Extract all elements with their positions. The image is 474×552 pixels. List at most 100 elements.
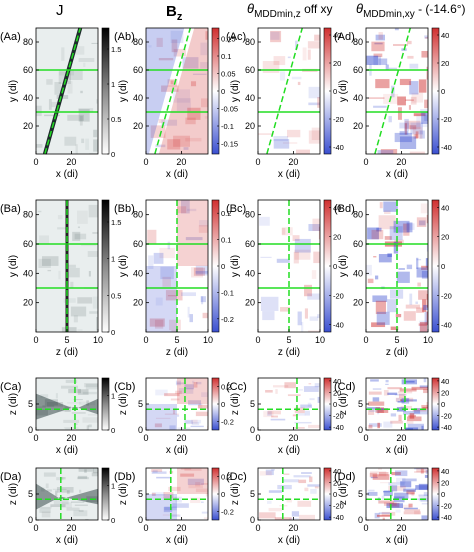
texture-patch: [296, 413, 306, 416]
texture-patch: [55, 490, 58, 497]
texture-patch: [377, 408, 389, 413]
plot-frame: [145, 27, 209, 155]
texture-patch: [268, 507, 283, 512]
texture-patch: [423, 492, 428, 496]
texture-patch: [201, 483, 208, 485]
texture-patch: [78, 401, 96, 406]
panel-Aa: (Aa) 0 20 x (di) 20 40 60 80 y (di) 1.5 1 0.5 0: [0, 27, 121, 180]
texture-patch: [399, 122, 410, 129]
plot-area: [36, 468, 98, 520]
texture-patch: [373, 53, 383, 58]
texture-patch: [60, 385, 78, 389]
texture-patch: [307, 484, 320, 487]
texture-patch: [66, 490, 70, 495]
panel-grid: (Aa) 0 20 x (di) 20 40 60 80 y (di) 1.5 1 0.5 0 (Ab) 0…: [0, 27, 452, 546]
colorbar-tick-label: 0: [441, 490, 445, 499]
texture-patch: [303, 386, 319, 392]
texture-patch: [190, 425, 204, 428]
x-tick-label: 0: [33, 335, 38, 345]
x-axis-label: x (di): [278, 445, 300, 456]
y-tick-label: 20: [245, 298, 255, 308]
texture-patch: [298, 389, 303, 391]
panel-label: (Ab): [114, 31, 135, 43]
panel-label: (Ca): [0, 381, 21, 393]
texture-patch: [61, 327, 77, 332]
texture-patch: [367, 278, 374, 284]
texture-patch: [368, 424, 373, 429]
x-tick-label: 20: [176, 157, 186, 167]
colorbar-tick-label: 40: [441, 31, 449, 40]
texture-patch: [370, 476, 378, 479]
texture-patch: [309, 476, 313, 483]
colorbar-tick-label: 0.5: [111, 291, 121, 300]
texture-patch: [418, 79, 427, 93]
texture-patch: [195, 488, 208, 493]
x-tick-label: 10: [315, 335, 325, 345]
x-tick-label: 10: [93, 335, 103, 345]
texture-patch: [187, 306, 190, 318]
texture-patch: [421, 112, 428, 124]
texture-patch: [282, 479, 299, 483]
texture-patch: [181, 292, 197, 297]
texture-patch: [148, 45, 152, 48]
green-diagonal-line: [266, 27, 304, 155]
texture-patch: [404, 120, 421, 130]
colorbar-tick-label: 0: [441, 87, 445, 96]
texture-patch: [156, 476, 172, 479]
x-tick-label: 20: [396, 157, 406, 167]
texture-patch: [266, 500, 272, 504]
texture-patch: [378, 500, 395, 504]
texture-patch: [419, 322, 428, 332]
texture-patch: [279, 71, 286, 81]
texture-patch: [420, 203, 428, 214]
texture-patch: [78, 468, 94, 472]
texture-patch: [400, 399, 403, 401]
colorbar-tick-label: -40: [333, 143, 344, 152]
y-tick-label: 80: [133, 210, 143, 220]
texture-patch: [379, 202, 383, 209]
x-tick-label: 0: [143, 523, 148, 533]
bz-positive-region: [177, 468, 208, 494]
texture-patch: [273, 136, 289, 142]
texture-patch: [416, 257, 419, 269]
texture-patch: [367, 491, 378, 496]
bz-negative-region: [146, 494, 177, 520]
texture-patch: [368, 97, 385, 99]
texture-patch: [52, 488, 67, 490]
y-tick-label: 20: [353, 298, 363, 308]
colorbar-tick-label: 20: [441, 478, 449, 487]
texture-patch: [187, 478, 204, 485]
colorbar-tick-label: 40: [333, 377, 341, 386]
colorbar-tick-label: 20: [441, 233, 449, 242]
texture-patch: [421, 50, 428, 58]
texture-patch: [381, 511, 396, 516]
texture-patch: [307, 402, 312, 407]
texture-patch: [391, 472, 401, 476]
texture-patch: [273, 56, 286, 66]
y-tick-label: 20: [245, 121, 255, 131]
texture-patch: [75, 144, 78, 154]
plot-area: [36, 378, 98, 430]
texture-patch: [415, 485, 428, 490]
texture-patch: [53, 498, 69, 505]
texture-patch: [411, 92, 424, 103]
y-tick-label: 5: [358, 489, 363, 499]
panel-label: (Bb): [114, 203, 135, 215]
panel-label: (Ba): [0, 203, 21, 215]
panel-Dd: (Dd) 0 20 x (di) 0 5 z (di) 40 20 0 -20 -40: [334, 467, 452, 546]
texture-patch: [200, 42, 208, 56]
colorbar-tick-label: -20: [333, 412, 344, 421]
panel-Ba: (Ba) 0 5 10 z (di) 20 40 60 80 y (di) 1.5 1 0.5 0: [0, 199, 121, 358]
colorbar-tick-label: 1.5: [111, 218, 121, 227]
texture-patch: [184, 384, 194, 390]
panel-label: (Ad): [334, 31, 355, 43]
texture-patch: [192, 380, 195, 384]
texture-patch: [152, 470, 158, 473]
colorbar-tick-label: -0.2: [221, 507, 234, 516]
texture-patch: [401, 379, 417, 385]
texture-patch: [378, 58, 388, 65]
colorbar-tick-label: 0.2: [221, 383, 231, 392]
texture-patch: [307, 293, 320, 300]
texture-patch: [317, 314, 320, 319]
texture-patch: [273, 139, 290, 149]
